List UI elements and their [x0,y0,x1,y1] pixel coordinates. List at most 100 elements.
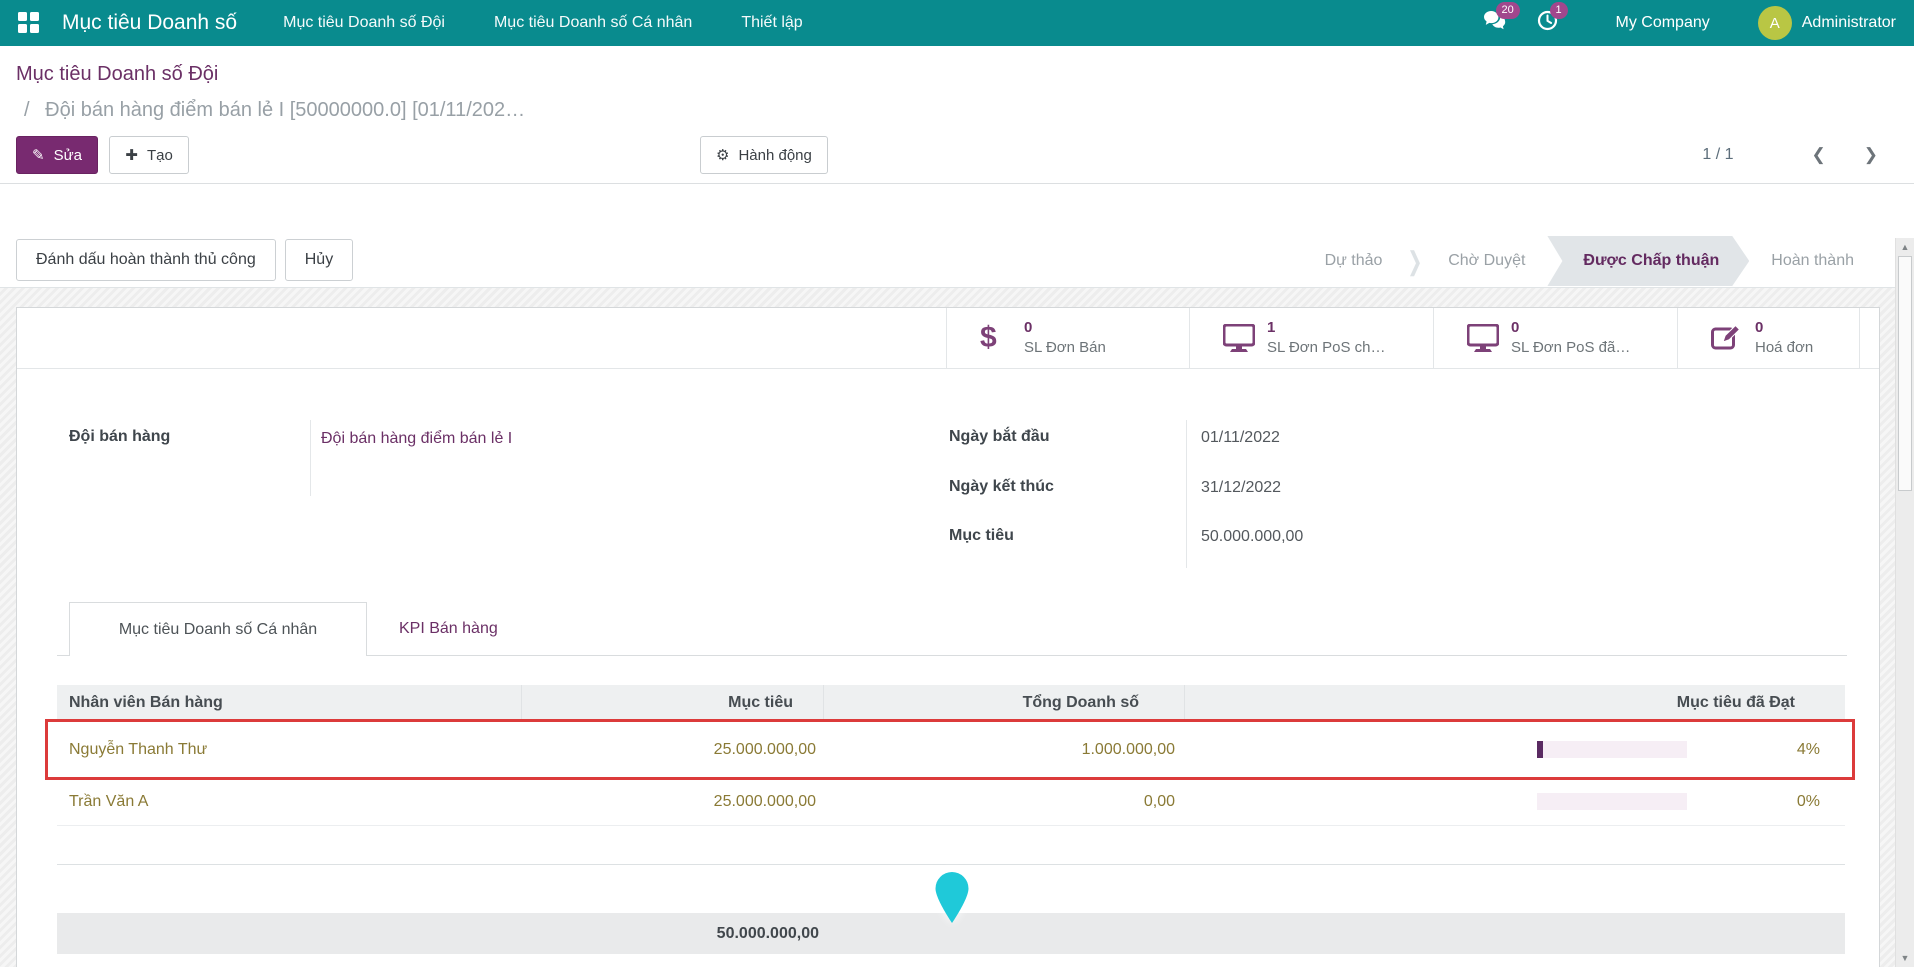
breadcrumb-current: Đội bán hàng điểm bán lẻ I [50000000.0] … [45,99,526,121]
messages-menu[interactable]: 20 [1483,2,1520,36]
messages-badge: 20 [1495,2,1520,19]
table-row[interactable]: Nguyễn Thanh Thư 25.000.000,00 1.000.000… [57,721,1845,777]
action-menu-button[interactable]: ⚙ Hành động [700,136,828,174]
table-empty-row[interactable] [57,825,1845,865]
target-label: Mục tiêu [949,527,1014,544]
statusbar-stages: Dự thảo ❯ Chờ Duyệt Được Chấp thuận Hoàn… [1303,236,1876,286]
user-menu[interactable]: A Administrator [1757,6,1896,40]
stat-label: SL Đơn PoS đã… [1511,339,1631,356]
top-navbar: Mục tiêu Doanh số Mục tiêu Doanh số Đội … [0,0,1914,46]
company-menu[interactable]: My Company [1615,14,1710,31]
stat-pos-orders-done[interactable]: 0 SL Đơn PoS đã… [1433,308,1677,368]
activities-menu[interactable]: 1 [1537,2,1568,36]
mark-done-button[interactable]: Đánh dấu hoàn thành thủ công [16,239,276,281]
col-header-target[interactable]: Mục tiêu [522,685,824,721]
chat-bubbles-icon [1483,11,1505,30]
col-header-target-reached[interactable]: Mục tiêu đã Đạt [1676,694,1795,711]
footer-total-value: 50.000.000,00 [716,924,819,942]
cell-total-sales: 0,00 [1143,792,1175,810]
statusbar: Đánh dấu hoàn thành thủ công Hủy Dự thảo… [0,183,1914,288]
apps-menu-icon[interactable] [18,12,40,34]
col-header-salesperson[interactable]: Nhân viên Bán hàng [57,685,522,721]
stage-approved[interactable]: Được Chấp thuận [1547,236,1749,286]
percent-value: 4% [1796,740,1820,758]
control-panel: Mục tiêu Doanh số Đội / Đội bán hàng điể… [0,46,1914,183]
breadcrumb: / Đội bán hàng điểm bán lẻ I [50000000.0… [24,99,525,122]
monitor-icon [1223,324,1267,352]
end-date-label: Ngày kết thúc [949,478,1054,495]
user-name: Administrator [1801,14,1896,31]
activities-badge: 1 [1549,2,1568,19]
scroll-down-icon[interactable]: ▼ [1900,953,1910,963]
stat-value: 0 [1755,319,1764,336]
pager-count: 1 / 1 [1702,146,1734,163]
stat-label: Hoá đơn [1755,339,1814,356]
field-separator [1186,420,1187,568]
tab-kpi[interactable]: KPI Bán hàng [399,619,498,637]
field-separator [310,420,311,496]
avatar: A [1757,6,1792,40]
stat-pos-orders-pending[interactable]: 1 SL Đơn PoS ch… [1189,308,1433,368]
dollar-icon: $ [980,321,997,354]
cell-salesperson: Trần Văn A [69,792,149,810]
clock-icon [1537,10,1557,31]
notebook-tabs: Mục tiêu Doanh số Cá nhân KPI Bán hàng [57,602,1847,656]
create-button[interactable]: ✚ Tạo [109,136,189,174]
stat-invoices[interactable]: 0 Hoá đơn [1677,308,1860,368]
stage-done[interactable]: Hoàn thành [1771,252,1854,269]
scrollbar-thumb[interactable] [1898,256,1912,491]
pager-next-icon[interactable]: ❯ [1863,145,1878,164]
progress-bar [1537,740,1687,758]
stat-value: 1 [1267,319,1276,336]
invoice-edit-icon [1711,324,1755,352]
stat-label: SL Đơn Bán [1024,339,1106,356]
gear-icon: ⚙ [716,147,730,164]
stage-chevron-icon: ❯ [1407,245,1423,276]
tab-personal-targets[interactable]: Mục tiêu Doanh số Cá nhân [69,602,367,656]
target-value: 50.000.000,00 [1201,528,1304,545]
stage-waiting[interactable]: Chờ Duyệt [1448,252,1526,269]
table-row[interactable]: Trần Văn A 25.000.000,00 0,00 0% [57,777,1845,825]
form-sheet: $ 0 SL Đơn Bán 1 SL Đơn PoS ch… [16,307,1880,967]
nav-item-personal-targets[interactable]: Mục tiêu Doanh số Cá nhân [493,14,693,31]
end-date-value: 31/12/2022 [1201,479,1282,496]
breadcrumb-parent[interactable]: Mục tiêu Doanh số Đội [16,63,219,85]
breadcrumb-separator: / [24,99,30,121]
team-label: Đội bán hàng [69,428,171,445]
progress-fill [1537,740,1543,758]
cell-target: 25.000.000,00 [713,792,816,810]
stat-sale-orders[interactable]: $ 0 SL Đơn Bán [946,308,1189,368]
app-brand[interactable]: Mục tiêu Doanh số [62,11,238,34]
table-header: Nhân viên Bán hàng Mục tiêu Tổng Doanh s… [57,685,1845,721]
edit-button[interactable]: ✎ Sửa [16,136,98,174]
stat-value: 0 [1511,319,1520,336]
cell-target: 25.000.000,00 [713,740,816,758]
pager: 1 / 1 ❮ ❯ [1702,136,1878,174]
personal-targets-table: Nhân viên Bán hàng Mục tiêu Tổng Doanh s… [57,685,1845,865]
col-header-total-sales[interactable]: Tổng Doanh số [824,685,1185,721]
nav-item-settings[interactable]: Thiết lập [741,14,803,31]
nav-item-team-targets[interactable]: Mục tiêu Doanh số Đội [283,14,445,31]
button-row: ✎ Sửa ✚ Tạo ⚙ Hành động 1 / 1 ❮ ❯ [16,136,1914,176]
scroll-up-icon[interactable]: ▲ [1900,242,1910,252]
start-date-label: Ngày bắt đầu [949,428,1050,445]
stat-button-box: $ 0 SL Đơn Bán 1 SL Đơn PoS ch… [17,308,1879,369]
form-content: $ 0 SL Đơn Bán 1 SL Đơn PoS ch… [0,288,1914,967]
statusbar-buttons: Đánh dấu hoàn thành thủ công Hủy [16,239,362,281]
cell-target-reached: 0% [1185,778,1845,825]
vertical-scrollbar[interactable]: ▲ ▼ [1895,238,1914,967]
monitor-icon [1467,324,1511,352]
cell-total-sales: 1.000.000,00 [1081,740,1175,758]
pager-previous-icon[interactable]: ❮ [1811,145,1826,164]
progress-bar [1537,792,1687,810]
stage-draft[interactable]: Dự thảo [1324,252,1383,269]
stat-value: 0 [1024,319,1033,336]
plus-icon: ✚ [125,147,138,164]
cancel-button[interactable]: Hủy [284,239,354,281]
pointer-marker-icon [935,872,969,923]
pencil-icon: ✎ [32,147,45,164]
cell-target-reached: 4% [1185,722,1845,777]
navbar-right: 20 1 My Company A Administrator [1483,2,1896,40]
team-value-link[interactable]: Đội bán hàng điểm bán lẻ I [321,430,513,447]
